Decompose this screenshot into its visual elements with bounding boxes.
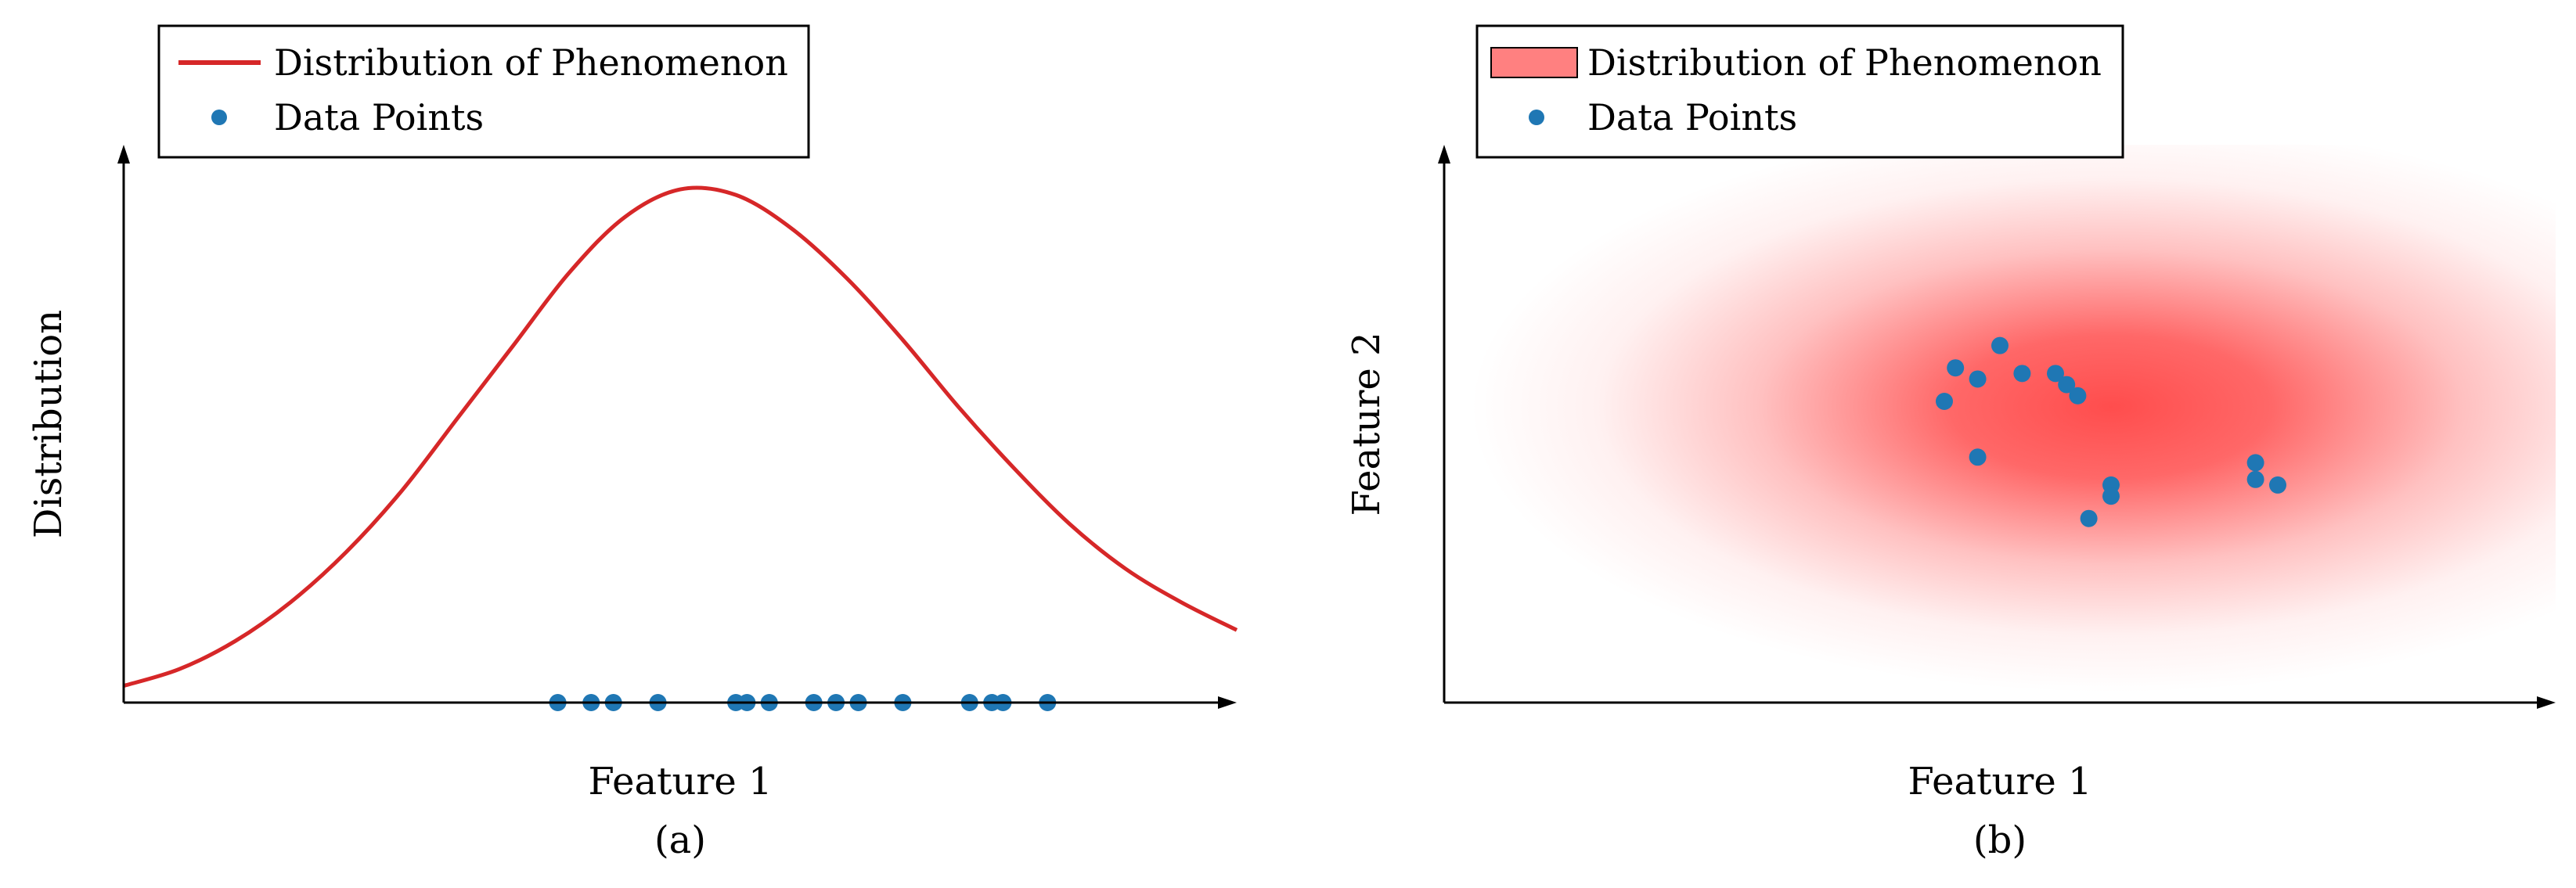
x-axis-label-b: Feature 1 — [1908, 760, 2091, 804]
data-point — [2047, 365, 2064, 383]
data-point — [2013, 365, 2031, 383]
x-axis-label-a: Feature 1 — [588, 760, 772, 804]
caption-a: (a) — [654, 818, 706, 862]
legend-a: Distribution of Phenomenon Data Points — [157, 24, 810, 159]
legend-box-a — [157, 24, 810, 159]
data-point — [1991, 336, 2009, 354]
data-point — [2102, 487, 2120, 505]
x-axis-arrow-a — [1218, 696, 1237, 709]
legend-point-swatch-a — [211, 110, 227, 125]
legend-b: Distribution of Phenomenon Data Points — [1475, 24, 2124, 159]
data-point — [1969, 448, 1987, 466]
data-point — [1936, 392, 1953, 410]
data-point — [2080, 509, 2098, 527]
y-axis-label-a: Distribution — [27, 310, 70, 538]
x-axis-arrow-b — [2537, 696, 2556, 709]
data-point — [2246, 454, 2264, 472]
density-heatmap-b — [1471, 145, 2556, 693]
plot-b — [1471, 145, 2556, 693]
distribution-curve-a — [123, 185, 1238, 688]
panel-b: Feature 1 Feature 2 (b) Distribution of … — [1345, 24, 2556, 862]
legend-box-b — [1475, 24, 2124, 159]
data-point — [1947, 359, 1965, 377]
legend-density-swatch-b — [1490, 47, 1578, 78]
y-axis-arrow-a — [117, 145, 130, 164]
panel-a: Feature 1 Distribution (a) Distribution … — [27, 24, 1238, 862]
data-points-b — [1936, 336, 2286, 527]
data-point — [2269, 476, 2286, 494]
data-point — [2058, 376, 2076, 394]
y-axis-label-b: Feature 2 — [1345, 332, 1389, 516]
data-point — [1969, 370, 1987, 388]
legend-label-distribution-b: Distribution of Phenomenon — [1587, 41, 2102, 84]
legend-label-points-a: Data Points — [274, 96, 484, 138]
data-point — [2069, 386, 2087, 404]
caption-b: (b) — [1973, 818, 2027, 862]
y-axis-arrow-b — [1438, 145, 1450, 164]
legend-label-distribution-a: Distribution of Phenomenon — [274, 41, 788, 84]
legend-label-points-b: Data Points — [1587, 96, 1797, 138]
plot-a — [123, 185, 1238, 711]
legend-point-swatch-b — [1529, 110, 1544, 125]
data-point — [2246, 470, 2264, 488]
